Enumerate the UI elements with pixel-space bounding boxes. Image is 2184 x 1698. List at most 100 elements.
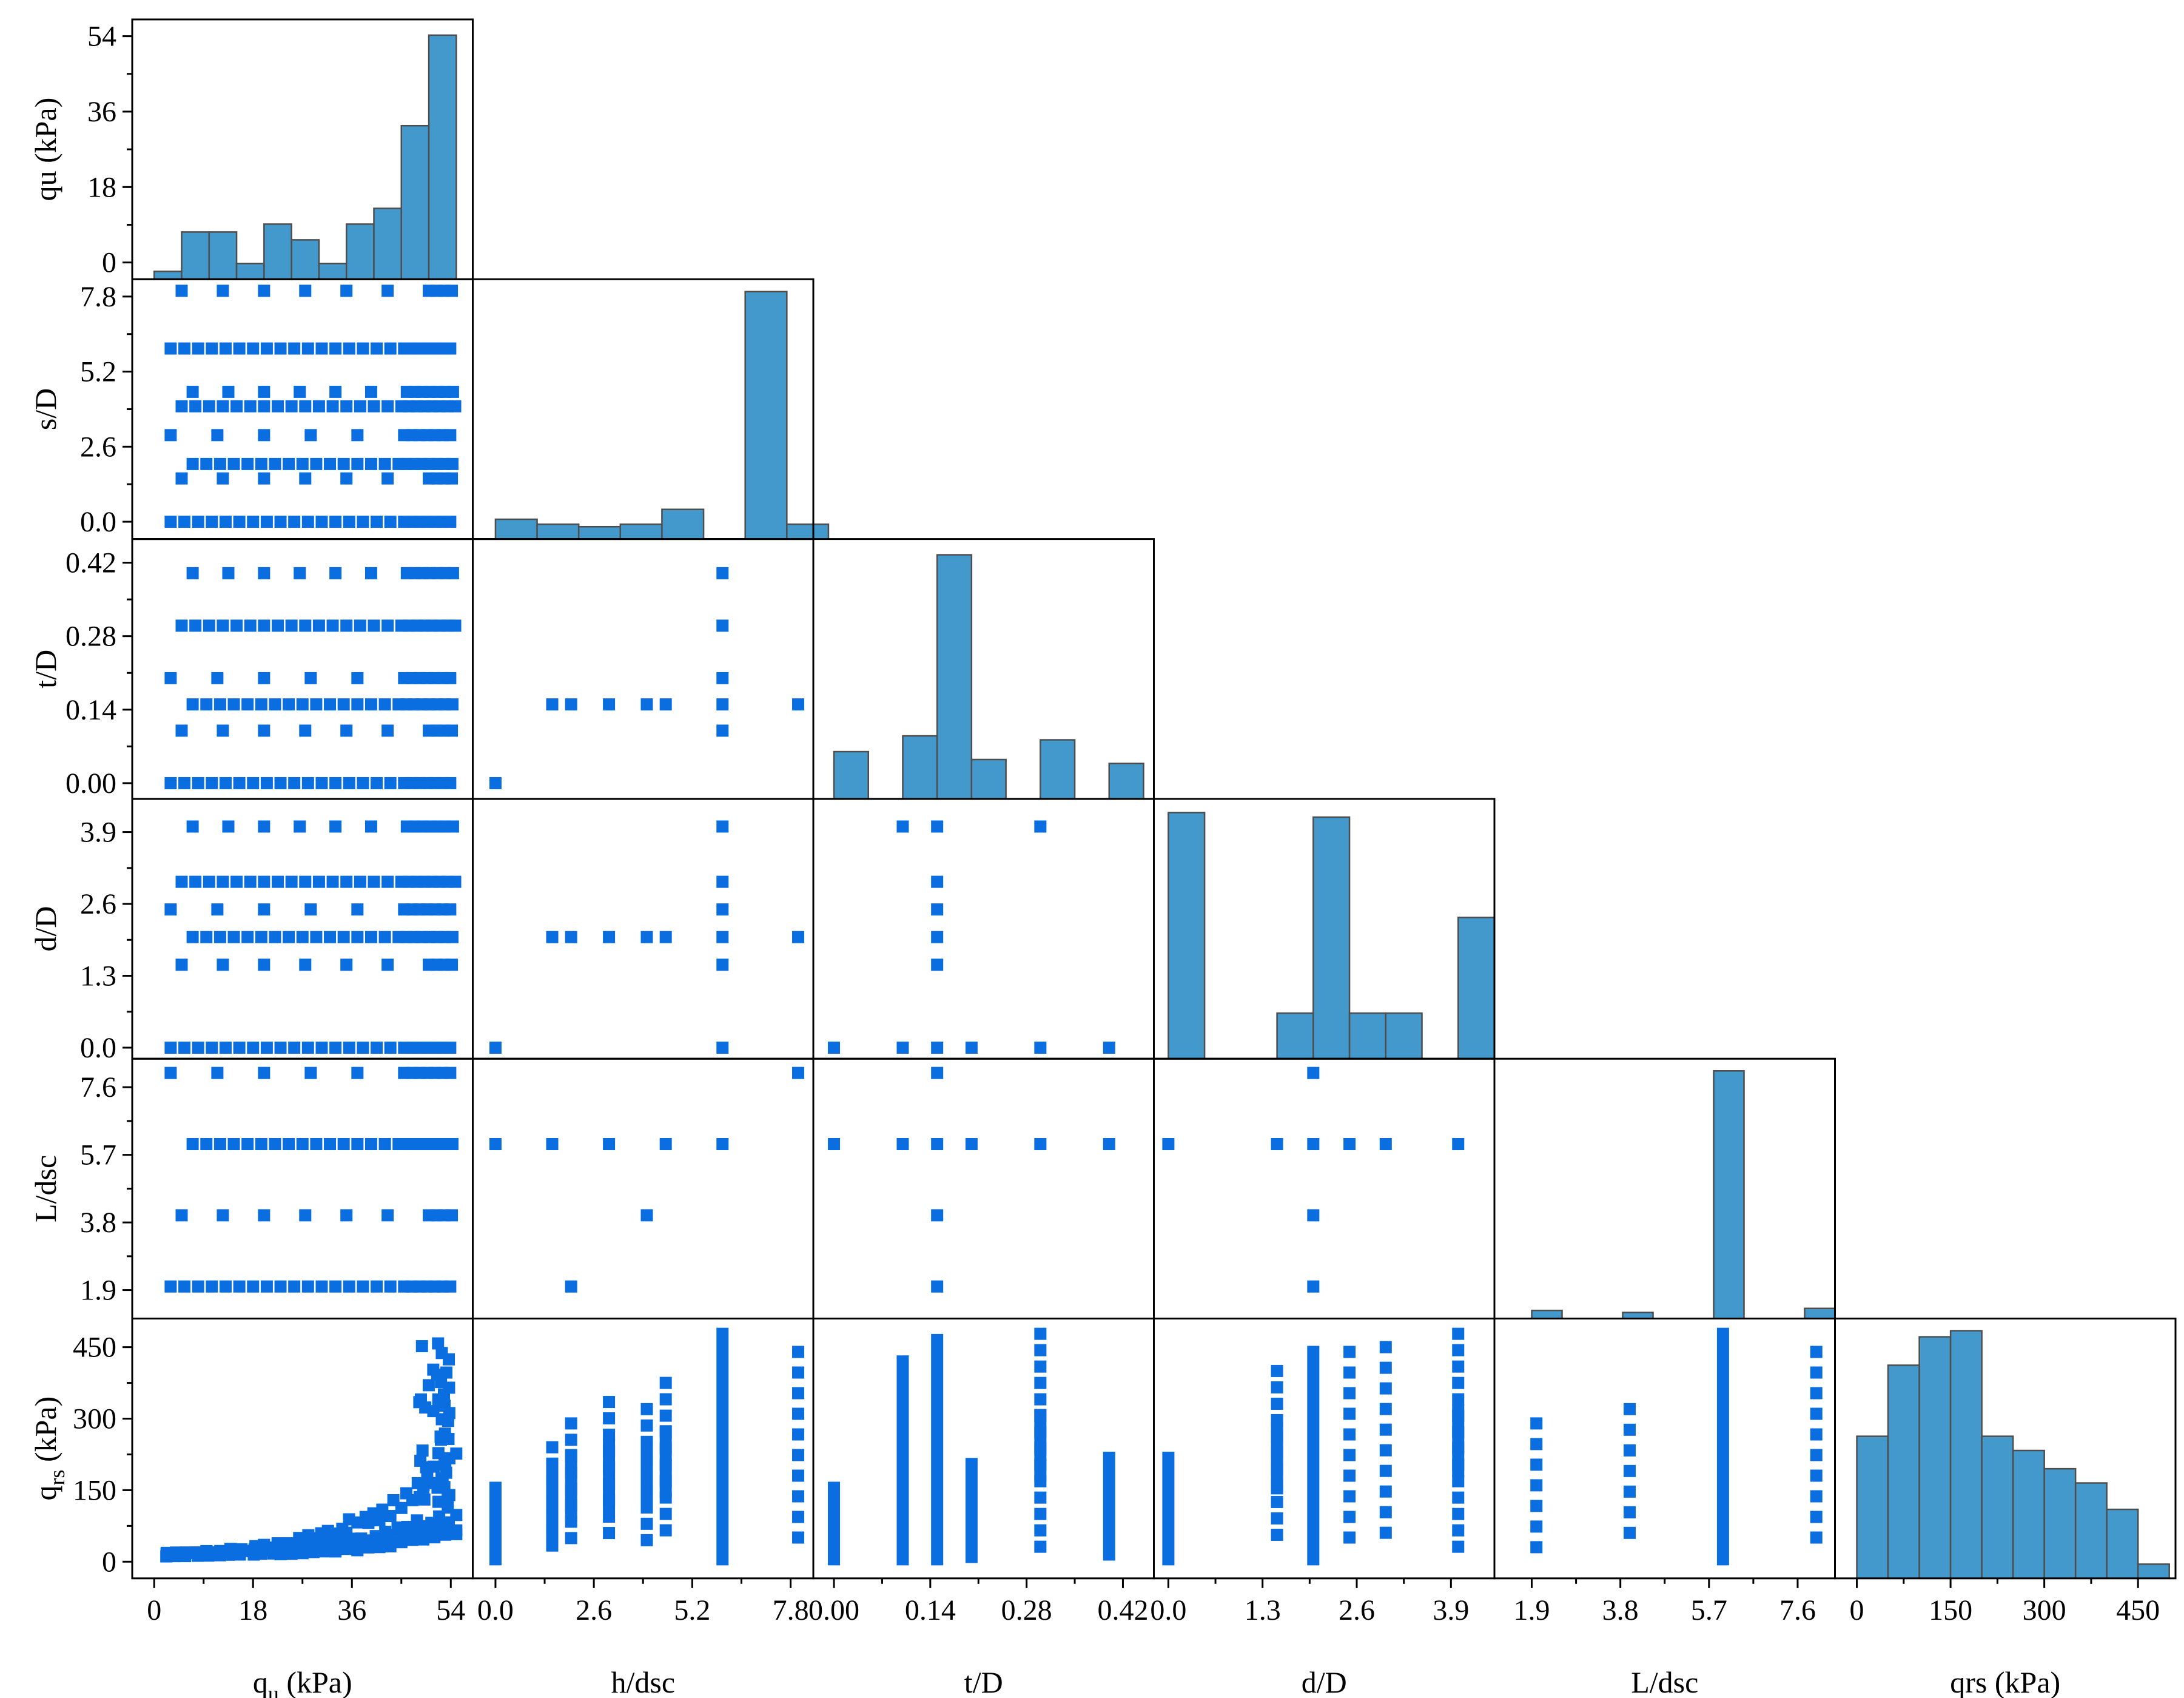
scatter-column: [1162, 1451, 1175, 1566]
y-tick-label: 0.0: [80, 1032, 116, 1064]
scatter-point: [258, 875, 270, 888]
y-axis-title-main: q: [29, 1486, 62, 1501]
scatter-point: [192, 777, 204, 789]
scatter-point: [1530, 1479, 1543, 1492]
scatter-point: [1810, 1469, 1823, 1482]
scatter-point: [371, 342, 383, 355]
scatter-point: [931, 1209, 944, 1222]
scatter-point: [299, 875, 312, 888]
scatter-point: [792, 1469, 805, 1482]
scatter-point: [258, 903, 270, 916]
scatter-point: [1343, 1138, 1356, 1151]
scatter-point: [164, 777, 177, 789]
scatter-point: [640, 931, 653, 943]
scatter-point: [219, 342, 232, 355]
histogram-bar: [181, 231, 210, 280]
scatter-point: [357, 516, 369, 528]
scatter-point: [792, 1531, 805, 1544]
scatter-point: [186, 698, 199, 711]
scatter-point: [931, 1280, 944, 1293]
panel-t_D-vs-s_D: [472, 538, 815, 800]
panel-frame: [1493, 1318, 1836, 1580]
y-tick-label: 300: [73, 1403, 116, 1435]
scatter-point: [351, 903, 364, 916]
scatter-point: [200, 457, 213, 470]
scatter-point: [247, 516, 260, 528]
scatter-point: [931, 931, 944, 943]
scatter-point: [365, 457, 377, 470]
scatter-point: [565, 698, 577, 711]
scatter-point: [340, 472, 353, 485]
scatter-point: [414, 1454, 427, 1467]
y-tick-label: 2.6: [80, 431, 116, 463]
scatter-point: [211, 903, 224, 916]
histogram-bar: [619, 523, 663, 540]
y-tick-label: 0.0: [80, 506, 116, 538]
scatter-point: [315, 1280, 328, 1293]
scatter-point: [258, 619, 270, 632]
panel-d_D-vs-s_D: [472, 798, 815, 1060]
scatter-point: [271, 400, 284, 413]
scatter-point: [792, 698, 805, 711]
scatter-point: [1162, 1138, 1175, 1151]
scatter-point: [244, 619, 257, 632]
scatter-point: [446, 698, 459, 711]
scatter-point: [288, 1280, 301, 1293]
histogram-bar: [936, 554, 973, 800]
scatter-point: [233, 1280, 246, 1293]
scatter-point: [189, 875, 202, 888]
scatter-point: [274, 516, 287, 528]
scatter-point: [444, 1041, 457, 1054]
panel-frame: [812, 1318, 1155, 1580]
scatter-point: [178, 777, 191, 789]
scatter-point: [241, 1138, 254, 1151]
scatter-point: [186, 457, 199, 470]
scatter-point: [931, 958, 944, 971]
x-tick-label: 0.28: [1001, 1594, 1052, 1626]
scatter-point: [299, 958, 312, 971]
panel-qrs-vs-t_D: [812, 1318, 1155, 1580]
scatter-point: [1810, 1531, 1823, 1544]
scatter-point: [283, 457, 295, 470]
histogram-bar: [1918, 1336, 1952, 1580]
scatter-point: [351, 672, 364, 684]
x-axis-title: d/D: [1302, 1665, 1347, 1698]
scatter-point: [329, 1280, 342, 1293]
y-axis-title-sub: rs: [45, 1470, 69, 1486]
scatter-point: [1379, 1485, 1392, 1498]
scatter-point: [368, 400, 380, 413]
x-tick-label: 0.14: [905, 1594, 956, 1626]
scatter-point: [247, 342, 260, 355]
scatter-point: [1624, 1526, 1636, 1539]
scatter-point: [437, 1388, 450, 1401]
scatter-point: [446, 931, 459, 943]
scatter-point: [792, 1428, 805, 1441]
scatter-point: [258, 958, 270, 971]
scatter-point: [446, 385, 459, 398]
scatter-point: [351, 1066, 364, 1079]
scatter-point: [381, 1209, 394, 1222]
scatter-point: [343, 1041, 355, 1054]
scatter-point: [1624, 1506, 1636, 1518]
scatter-point: [340, 875, 353, 888]
scatter-column: [603, 1438, 616, 1511]
scatter-point: [1624, 1423, 1636, 1436]
panel-L_dsc-vs-qu: [131, 1057, 474, 1319]
y-axis-title: t/D: [29, 650, 62, 689]
scatter-column: [1307, 1346, 1320, 1566]
scatter-point: [1271, 1381, 1283, 1393]
scatter-point: [1343, 1469, 1356, 1482]
scatter-point: [444, 342, 457, 355]
scatter-point: [271, 619, 284, 632]
scatter-point: [217, 875, 229, 888]
scatter-point: [365, 567, 377, 579]
histogram-bar: [291, 239, 320, 280]
scatter-point: [716, 672, 729, 684]
scatter-point: [351, 1138, 364, 1151]
scatter-point: [931, 875, 944, 888]
scatter-point: [260, 342, 273, 355]
scatter-point: [315, 516, 328, 528]
scatter-point: [294, 820, 306, 833]
scatter-point: [312, 875, 325, 888]
